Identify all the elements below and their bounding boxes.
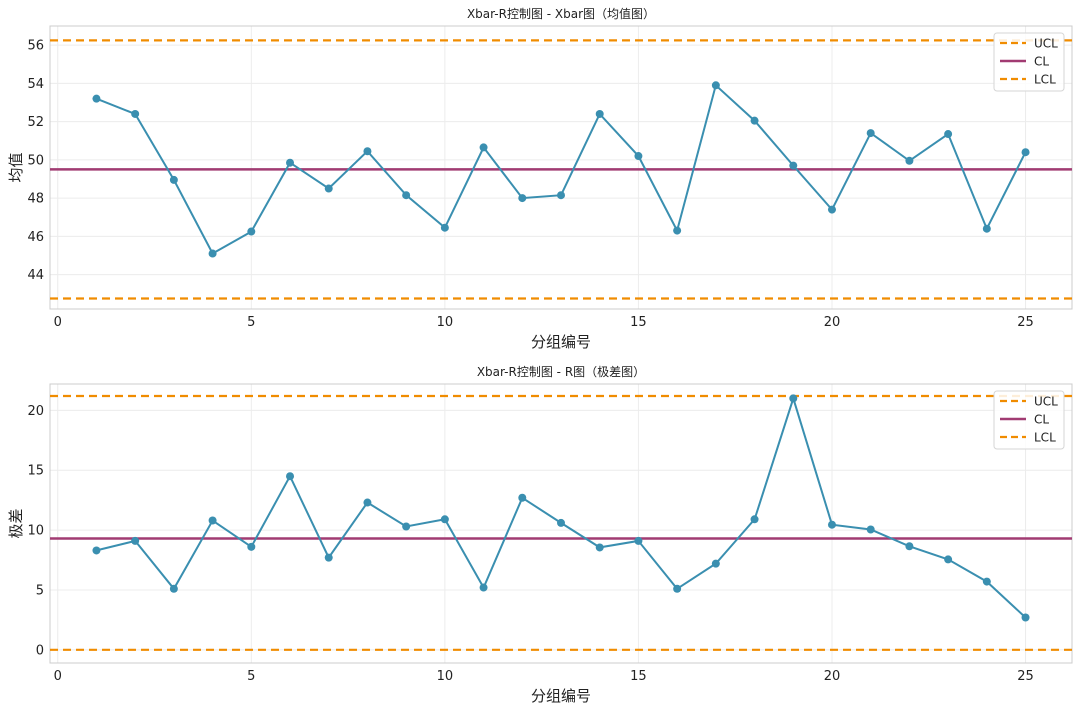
range-x-tick-label: 0: [54, 669, 62, 684]
range-data-point: [982, 577, 991, 586]
range-legend-box: [993, 390, 1065, 450]
range-legend: UCL CL LCL: [993, 390, 1065, 450]
xbar-x-tick-label: 20: [824, 315, 841, 330]
range-data-point: [557, 518, 565, 527]
range-data-point: [208, 516, 217, 525]
range-data-point: [363, 498, 372, 507]
range-data-point: [92, 546, 101, 555]
range-y-tick-label: 0: [36, 643, 44, 658]
xbar-data-point: [750, 116, 759, 125]
xbar-data-point: [557, 191, 565, 200]
range-data-point: [789, 394, 798, 403]
xbar-plot-area: [50, 26, 1072, 309]
xbar-x-tick-label: 5: [247, 315, 255, 330]
range-data-point: [518, 493, 527, 502]
xbar-data-point: [673, 226, 682, 235]
range-data-point: [440, 515, 449, 524]
xbar-y-tick-label: 50: [27, 153, 44, 168]
xbar-y-axis-title: 均值: [7, 152, 25, 182]
range-data-point: [324, 553, 333, 562]
xbar-data-point: [944, 130, 953, 139]
range-data-point: [402, 522, 411, 531]
range-data-point: [595, 543, 604, 552]
range-data-point: [479, 583, 488, 592]
xbar-data-point: [789, 161, 798, 170]
range-y-tick-label: 15: [27, 464, 44, 479]
xbar-data-point: [905, 156, 914, 165]
range-y-axis-title: 极差: [7, 508, 25, 538]
xbar-data-point: [518, 194, 527, 203]
xbar-data-point: [169, 175, 178, 184]
xbar-x-tick-label: 0: [54, 315, 62, 330]
range-data-point: [944, 555, 953, 564]
xbar-data-point: [711, 81, 720, 90]
range-data-point: [866, 525, 875, 534]
xbar-data-point: [286, 158, 295, 167]
xbar-legend-label-lcl: LCL: [1034, 73, 1056, 87]
xbar-data-point: [324, 184, 333, 193]
xbar-x-tick-label: 10: [437, 315, 454, 330]
xbar-data-point: [247, 227, 256, 236]
xbar-data-point: [440, 223, 449, 232]
xbar-data-point: [866, 129, 875, 138]
xbar-legend-label-cl: CL: [1034, 55, 1049, 69]
range-legend-label-lcl: LCL: [1034, 431, 1056, 445]
xbar-data-point: [92, 94, 101, 103]
xbar-data-point: [1021, 148, 1030, 157]
xbar-chart: 0 5 10 15 20 25 44 46 48 50 52 54 56 Xbar-R控制图 - Xbar…: [7, 6, 1073, 351]
xbar-plot-frame: [49, 25, 1073, 310]
xbar-data-point: [402, 191, 411, 200]
xbar-data-point: [363, 147, 372, 156]
xbar-data-point: [595, 109, 604, 118]
range-data-point: [634, 536, 643, 545]
range-data-point: [905, 542, 914, 551]
xbar-data-point: [479, 143, 488, 152]
xbar-data-point: [131, 109, 140, 118]
range-data-point: [131, 536, 140, 545]
range-x-tick-label: 10: [437, 669, 454, 684]
xbar-x-axis-title: 分组编号: [531, 333, 591, 351]
xbar-y-tick-label: 46: [27, 230, 44, 245]
range-chart: 0 5 10 15 20 25 0 5 10 15 20 Xbar-R控制图 - R图（极差图） 分组编…: [7, 365, 1073, 705]
xbar-data-point: [208, 249, 217, 258]
xbar-y-tick-label: 54: [27, 77, 44, 92]
range-data-point: [286, 472, 295, 481]
xbar-y-tick-label: 56: [27, 39, 44, 54]
xbar-y-tick-label: 48: [27, 192, 44, 207]
xbar-y-tick-label: 44: [27, 268, 44, 283]
xbar-x-tick-label: 25: [1017, 315, 1034, 330]
range-x-tick-label: 25: [1017, 669, 1034, 684]
xbar-data-point: [634, 152, 643, 161]
range-y-tick-label: 10: [27, 524, 44, 539]
range-x-axis-title: 分组编号: [531, 687, 591, 705]
range-data-point: [1021, 613, 1030, 622]
range-data-point: [827, 520, 836, 529]
xbar-data-point: [982, 224, 991, 233]
range-x-tick-label: 5: [247, 669, 255, 684]
xbar-legend: UCL CL LCL: [993, 32, 1065, 92]
range-plot-frame: [49, 383, 1073, 664]
xbar-chart-title: Xbar-R控制图 - Xbar图（均值图）: [467, 6, 655, 21]
range-data-point: [673, 584, 682, 593]
range-x-tick-label: 20: [824, 669, 841, 684]
range-chart-title: Xbar-R控制图 - R图（极差图）: [477, 365, 645, 379]
range-data-point: [169, 584, 178, 593]
range-x-tick-label: 15: [630, 669, 647, 684]
range-data-point: [711, 559, 720, 568]
xbar-legend-box: [993, 32, 1065, 92]
range-data-point: [750, 515, 759, 524]
range-legend-label-cl: CL: [1034, 413, 1049, 427]
xbar-x-tick-label: 15: [630, 315, 647, 330]
range-y-tick-label: 5: [36, 583, 44, 598]
range-data-point: [247, 542, 256, 551]
xbar-data-point: [827, 205, 836, 214]
range-legend-label-ucl: UCL: [1034, 395, 1058, 409]
range-y-tick-label: 20: [27, 404, 44, 419]
xbar-legend-label-ucl: UCL: [1034, 37, 1058, 51]
xbar-y-tick-label: 52: [27, 115, 44, 130]
